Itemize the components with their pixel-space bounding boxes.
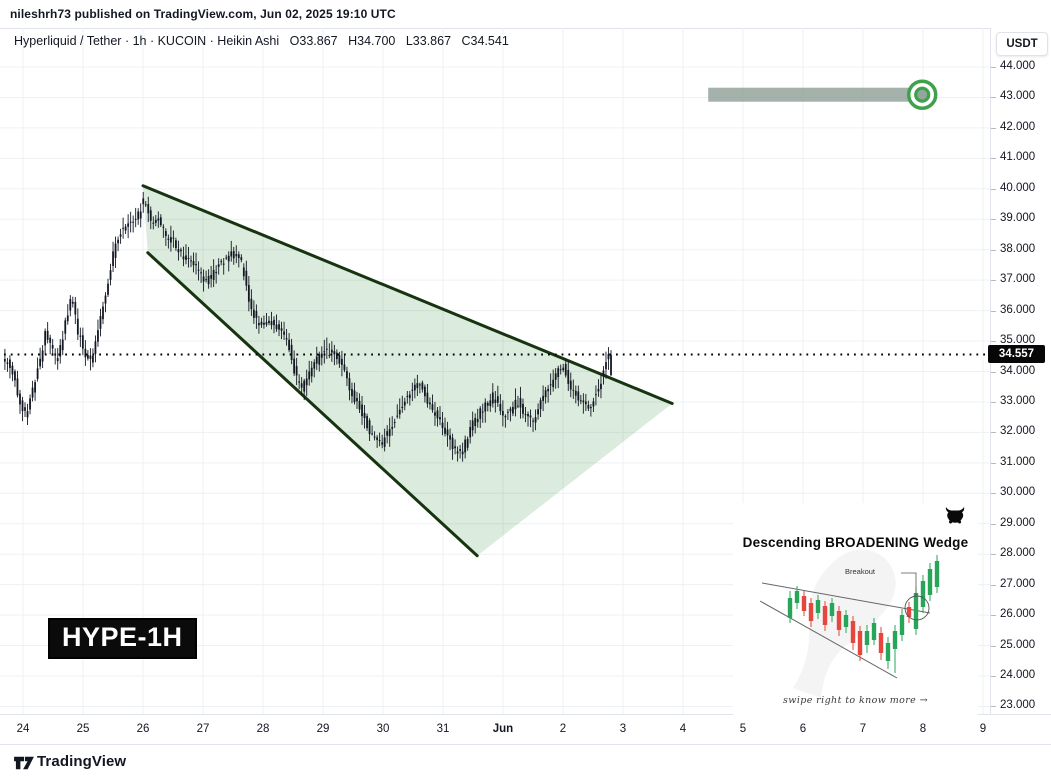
time-tick-label: Jun: [492, 723, 514, 735]
ohlc-open: O33.867: [289, 34, 338, 48]
price-tick-label: 31.000: [1000, 455, 1036, 468]
price-tick-label: 37.000: [1000, 273, 1036, 286]
ohlc-high: H34.700: [348, 34, 396, 48]
price-tick-mark: [991, 462, 996, 464]
price-tick-mark: [991, 554, 996, 556]
swipe-hint-text: swipe right to know more →: [783, 695, 928, 706]
time-tick-label: 25: [76, 723, 90, 735]
price-tick-label: 42.000: [1000, 120, 1036, 133]
price-tick-mark: [991, 219, 996, 221]
price-tick-label: 34.000: [1000, 364, 1036, 377]
price-tick-mark: [991, 432, 996, 434]
price-tick-label: 23.000: [1000, 699, 1036, 712]
price-tick-label: 27.000: [1000, 577, 1036, 590]
price-tick-label: 33.000: [1000, 394, 1036, 407]
last-price-label: 34.557: [988, 345, 1045, 363]
price-tick-label: 40.000: [1000, 181, 1036, 194]
price-tick-label: 43.000: [1000, 90, 1036, 103]
time-tick-label: 5: [739, 723, 747, 735]
time-tick-label: 30: [376, 723, 390, 735]
price-tick-mark: [991, 401, 996, 403]
bull-logo-icon: [945, 507, 965, 524]
price-tick-label: 25.000: [1000, 638, 1036, 651]
price-tick-mark: [991, 676, 996, 677]
tradingview-logo-icon[interactable]: [13, 754, 35, 772]
time-tick-label: 8: [919, 723, 927, 735]
price-tick-mark: [991, 280, 996, 282]
time-tick-label: 29: [316, 723, 330, 735]
ohlc-close: C34.541: [461, 34, 509, 48]
price-tick-label: 24.000: [1000, 669, 1036, 681]
price-tick-mark: [991, 615, 996, 617]
price-tick-mark: [991, 188, 996, 190]
price-tick-mark: [991, 310, 996, 312]
price-tick-mark: [991, 67, 996, 68]
price-tick-label: 36.000: [1000, 303, 1036, 316]
time-tick-label: 24: [16, 723, 30, 735]
price-tick-mark: [991, 493, 996, 495]
time-tick-label: 3: [619, 723, 627, 735]
wedge-pattern-drawing[interactable]: [141, 184, 674, 558]
price-tick-mark: [991, 341, 996, 343]
attribution-text: nileshrh73 published on TradingView.com,…: [10, 7, 396, 21]
price-tick-label: 38.000: [1000, 242, 1036, 255]
price-tick-mark: [991, 523, 996, 525]
price-tick-label: 35.000: [1000, 334, 1036, 347]
price-tick-label: 28.000: [1000, 547, 1036, 560]
breakout-circle: [904, 595, 930, 621]
price-tick-mark: [991, 645, 996, 647]
price-tick-mark: [991, 158, 996, 160]
price-axis[interactable]: 44.000 43.000 42.000 41.000 40.000 39.000 38.0…: [990, 28, 1051, 714]
currency-badge[interactable]: USDT: [996, 32, 1048, 56]
price-tick-mark: [991, 127, 996, 129]
price-tick-label: 30.000: [1000, 486, 1036, 499]
ohlc-low: L33.867: [405, 34, 452, 48]
price-tick-mark: [991, 371, 996, 373]
price-tick-label: 26.000: [1000, 608, 1036, 621]
price-tick-label: 41.000: [1000, 151, 1036, 164]
tradingview-brand-text[interactable]: TradingView: [37, 753, 127, 770]
symbol-header: Hyperliquid / Tether · 1h · KUCOIN · Hei…: [14, 34, 516, 48]
range-drawing[interactable]: [708, 79, 938, 110]
price-tick-mark: [991, 584, 996, 586]
time-tick-label: 2: [559, 723, 567, 735]
time-tick-label: 27: [196, 723, 210, 735]
breakout-label: Breakout: [845, 567, 876, 576]
price-tick-label: 44.000: [1000, 60, 1036, 72]
time-tick-label: 31: [436, 723, 450, 735]
symbol-title: Hyperliquid / Tether · 1h · KUCOIN · Hei…: [14, 34, 280, 48]
candlestick-series: [4, 192, 612, 462]
time-tick-label: 6: [799, 723, 807, 735]
price-tick-mark: [991, 97, 996, 99]
pattern-education-chart: [759, 549, 940, 698]
time-tick-label: 26: [136, 723, 150, 735]
price-tick-label: 39.000: [1000, 212, 1036, 225]
time-tick-label: 7: [859, 723, 867, 735]
footer-bar: TradingView: [0, 744, 1051, 778]
price-tick-mark: [991, 706, 996, 708]
time-tick-label: 9: [979, 723, 987, 735]
chart-canvas[interactable]: [0, 28, 990, 714]
time-axis[interactable]: 24 25 26 27 28 29 30 31 Jun 2 3 4 5 6 7 8 9: [0, 714, 1051, 745]
price-tick-mark: [991, 249, 996, 251]
pattern-education-image: Descending BROADENING Wedge Breakout swi…: [733, 503, 978, 715]
price-tick-label: 29.000: [1000, 516, 1036, 529]
time-tick-label: 4: [679, 723, 687, 735]
pattern-title: Descending BROADENING Wedge: [742, 535, 969, 550]
price-tick-label: 32.000: [1000, 425, 1036, 438]
attribution-bar: nileshrh73 published on TradingView.com,…: [0, 0, 1051, 29]
time-tick-label: 28: [256, 723, 270, 735]
chart-text-drawing[interactable]: HYPE-1H: [48, 618, 197, 659]
